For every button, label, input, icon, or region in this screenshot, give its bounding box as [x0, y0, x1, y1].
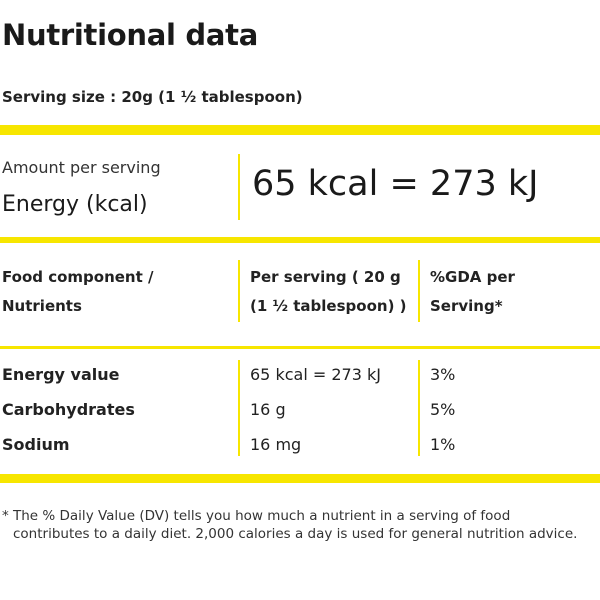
- row-energy-per-serving: 65 kcal = 273 kJ: [250, 365, 381, 384]
- divider-header: [0, 346, 600, 349]
- amount-per-serving-label: Amount per serving: [2, 158, 161, 177]
- energy-label: Energy (kcal): [2, 192, 148, 217]
- header-gda-line2: Serving*: [430, 297, 503, 315]
- header-per-serving-line2: (1 ½ tablespoon) ): [250, 297, 407, 315]
- header-col-divider-2: [418, 260, 420, 322]
- row-carbohydrates-per-serving: 16 g: [250, 400, 286, 419]
- header-component: Food component / Nutrients: [2, 263, 153, 321]
- header-col-divider-1: [238, 260, 240, 322]
- row-energy-gda: 3%: [430, 365, 456, 384]
- header-component-line2: Nutrients: [2, 297, 82, 315]
- serving-size: Serving size : 20g (1 ½ tablespoon): [2, 88, 303, 106]
- page-title: Nutritional data: [2, 18, 258, 52]
- header-component-line1: Food component /: [2, 268, 154, 286]
- divider-bottom: [0, 474, 600, 483]
- footnote: * The % Daily Value (DV) tells you how m…: [2, 507, 587, 543]
- row-sodium-per-serving: 16 mg: [250, 435, 302, 454]
- body-col-divider-1: [238, 360, 240, 456]
- footnote-marker: *: [2, 508, 9, 524]
- header-gda-line1: %GDA per: [430, 268, 515, 286]
- header-per-serving: Per serving ( 20 g (1 ½ tablespoon) ): [250, 263, 407, 321]
- row-carbohydrates-name: Carbohydrates: [2, 400, 135, 419]
- header-gda: %GDA per Serving*: [430, 263, 515, 321]
- row-carbohydrates-gda: 5%: [430, 400, 456, 419]
- energy-value: 65 kcal = 273 kJ: [252, 164, 539, 204]
- row-sodium-gda: 1%: [430, 435, 456, 454]
- divider-summary: [0, 237, 600, 243]
- header-per-serving-line1: Per serving ( 20 g: [250, 268, 401, 286]
- divider-top: [0, 125, 600, 135]
- body-col-divider-2: [418, 360, 420, 456]
- row-sodium-name: Sodium: [2, 435, 70, 454]
- footnote-text: The % Daily Value (DV) tells you how muc…: [13, 508, 578, 542]
- row-energy-name: Energy value: [2, 365, 120, 384]
- summary-divider: [238, 154, 240, 220]
